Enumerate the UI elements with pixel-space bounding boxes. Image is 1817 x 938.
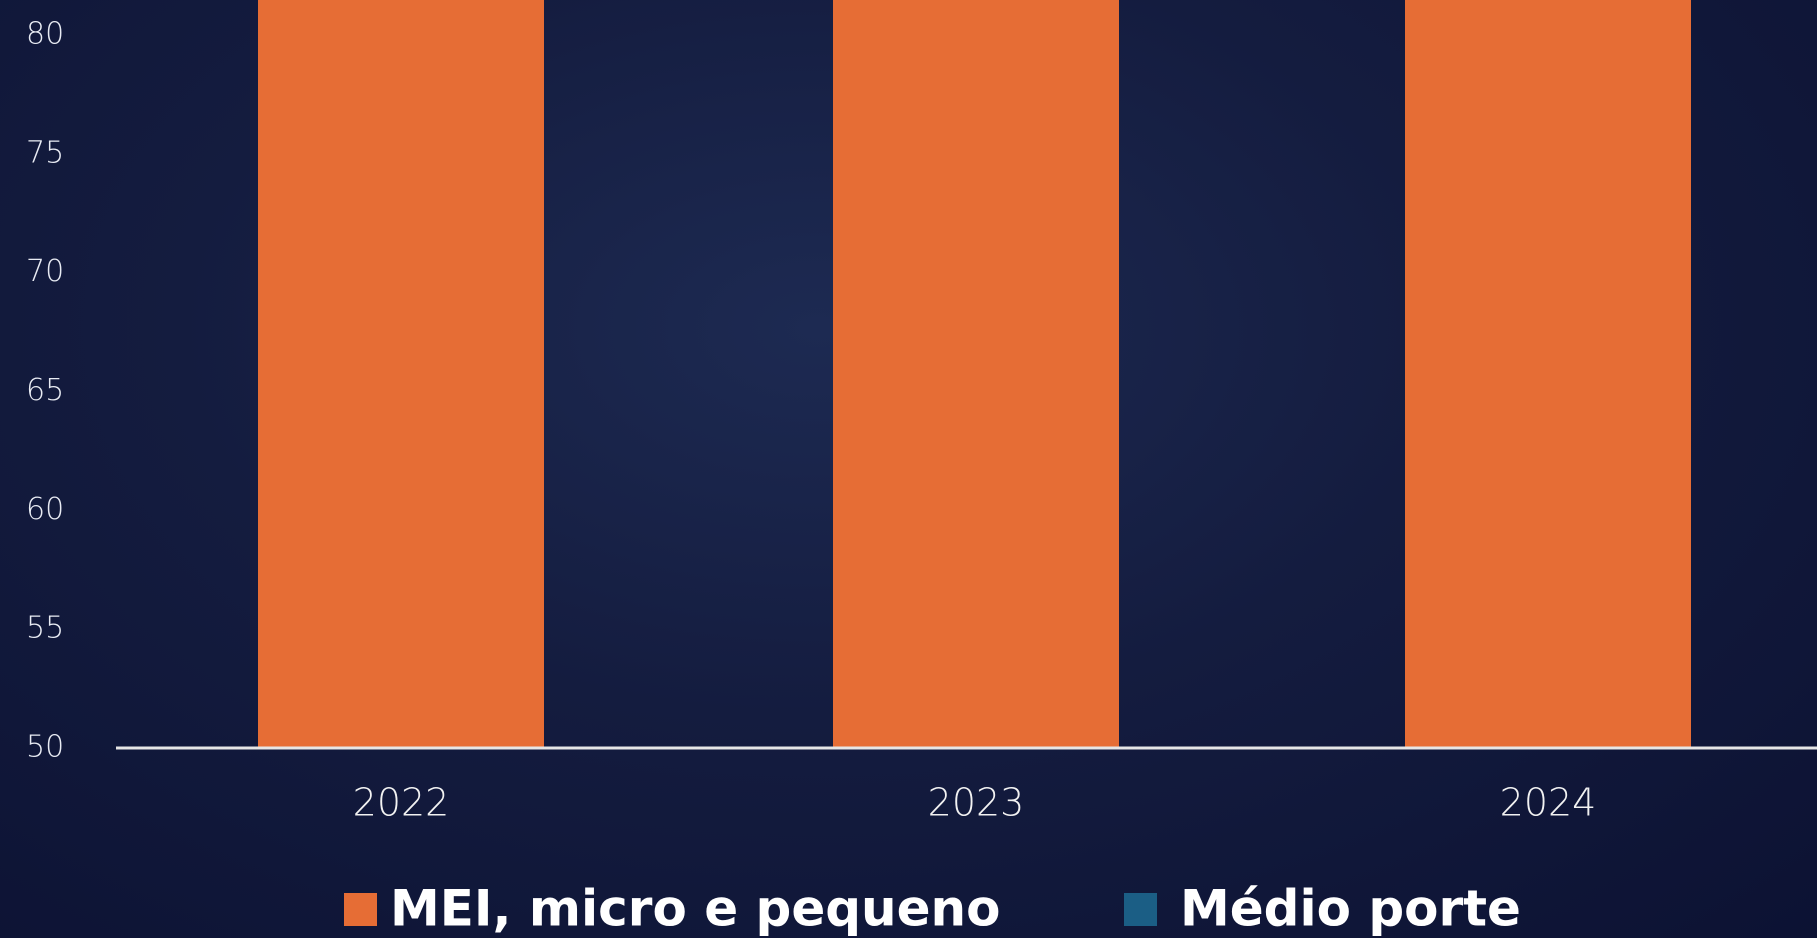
- x-tick-label: 2024: [1500, 781, 1597, 825]
- y-tick-label: 50: [26, 730, 64, 765]
- y-tick-label: 55: [26, 611, 64, 646]
- bar-segment: [833, 0, 1119, 748]
- legend-label: Médio porte: [1180, 880, 1521, 938]
- x-tick-label: 2023: [928, 781, 1025, 825]
- bar-segment: [1405, 0, 1691, 748]
- y-tick-label: 70: [26, 254, 64, 289]
- legend-label: MEI, micro e pequeno: [390, 880, 1000, 938]
- legend-swatch: [344, 893, 377, 926]
- x-tick-label: 2022: [353, 781, 450, 825]
- y-tick-label: 60: [26, 492, 64, 527]
- bar-segment: [258, 0, 544, 748]
- y-tick-label: 75: [26, 135, 64, 170]
- y-tick-label: 80: [26, 17, 64, 52]
- y-tick-label: 65: [26, 373, 64, 408]
- legend-swatch: [1124, 893, 1157, 926]
